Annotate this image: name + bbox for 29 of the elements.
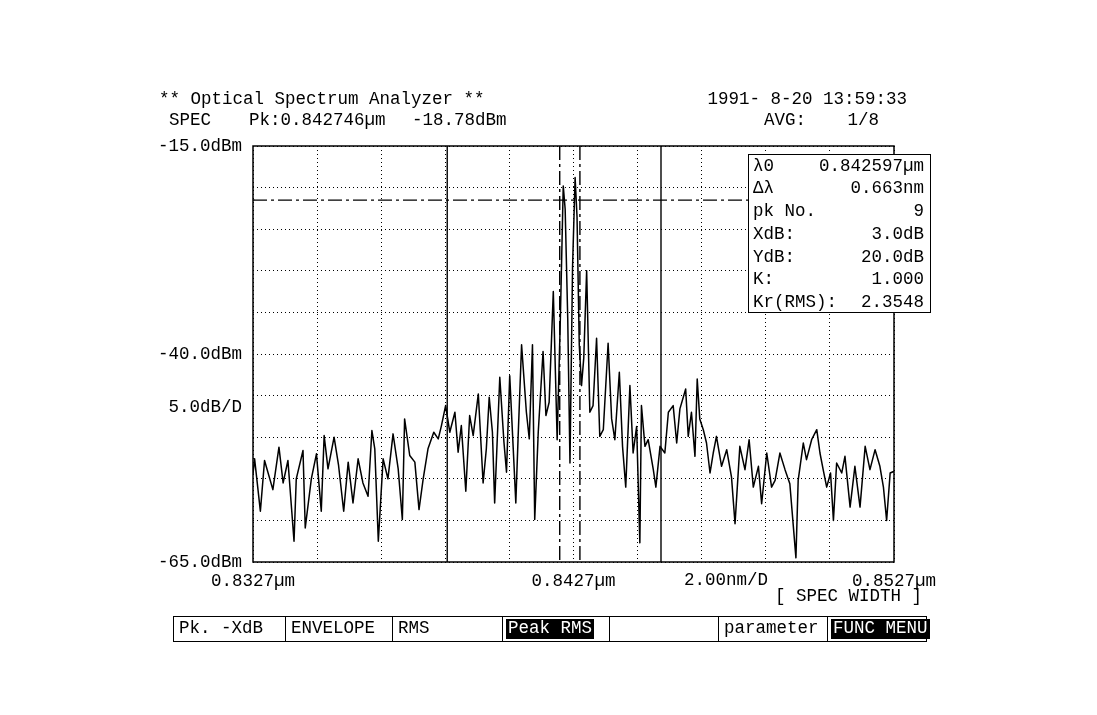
softkey-bar: Pk. -XdB ENVELOPE RMS Peak RMS parameter FUNC MENU bbox=[173, 616, 927, 642]
annotation: 3.0dB bbox=[871, 223, 924, 245]
text: 9 bbox=[913, 201, 924, 222]
annotation: XdB: bbox=[753, 223, 796, 245]
y-tick-label: -40.0dBm bbox=[157, 343, 242, 364]
x-axis-title: 2.00nm/D bbox=[684, 570, 769, 591]
text: SPEC bbox=[169, 110, 212, 131]
annotation: 20.0dB bbox=[860, 246, 924, 267]
text: Pk:0.842746µm bbox=[249, 110, 386, 131]
annotation: Δλ bbox=[753, 178, 775, 199]
annotation: YdB: bbox=[753, 246, 796, 267]
y-tick-label: -65.0dBm bbox=[157, 551, 242, 572]
annotation: Kr(RMS): bbox=[753, 292, 838, 313]
annotation: K: bbox=[753, 269, 775, 290]
annotation: 1.000 bbox=[871, 269, 924, 290]
x-tick-label: 0.8427µm bbox=[531, 571, 616, 592]
annotation: λ0 bbox=[753, 155, 775, 176]
text: 1991- 8-20 13:59:33 bbox=[707, 89, 907, 110]
x-tick-label: 0.8327µm bbox=[210, 571, 296, 592]
text: AVG: bbox=[764, 110, 807, 131]
text: 1/8 bbox=[847, 110, 879, 131]
annotation: pk No. bbox=[753, 201, 817, 222]
y-tick-label: -15.0dBm bbox=[157, 135, 242, 156]
chart-title: ** Optical Spectrum Analyzer ** bbox=[159, 89, 485, 110]
text: -18.78dBm bbox=[412, 110, 507, 131]
annotation: 0.663nm bbox=[850, 178, 924, 199]
annotation: 0.842597µm bbox=[818, 155, 924, 176]
y-axis-title: 5.0dB/D bbox=[168, 397, 242, 418]
annotation: 2.3548 bbox=[860, 292, 924, 313]
